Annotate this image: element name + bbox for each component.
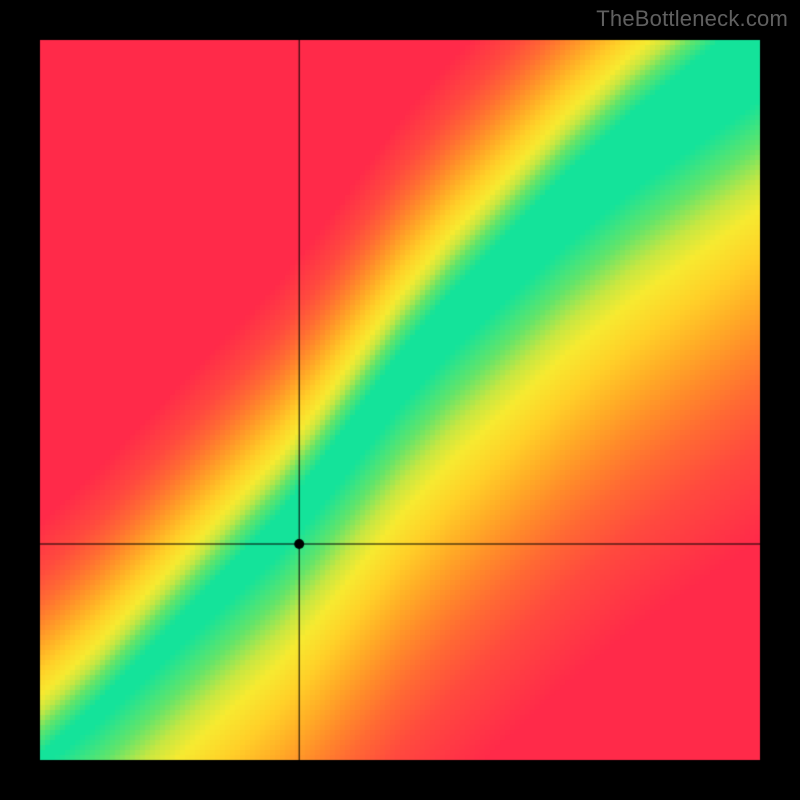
watermark-text: TheBottleneck.com xyxy=(596,6,788,32)
chart-container: { "watermark": { "text": "TheBottleneck.… xyxy=(0,0,800,800)
bottleneck-heatmap xyxy=(0,0,800,800)
